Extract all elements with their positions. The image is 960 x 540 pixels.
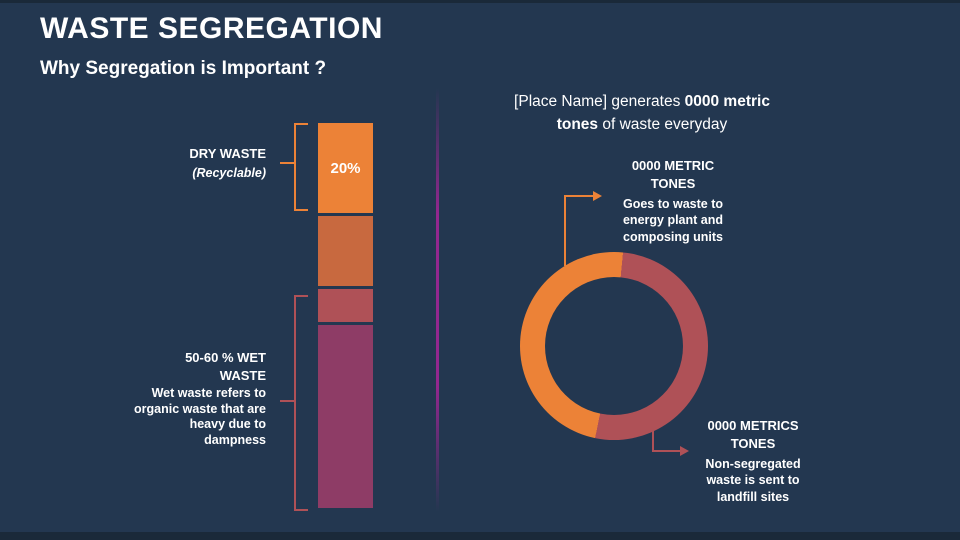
bottom-callout-arrow-line — [652, 431, 654, 452]
heading-bold-2: tones — [556, 116, 599, 134]
wet-waste-bracket — [294, 295, 308, 511]
bar-segment-wet-waste — [318, 324, 373, 508]
top-callout-arrow-line — [564, 195, 594, 197]
callout-bottom-body: Non-segregated waste is sent to landfill… — [705, 457, 801, 504]
heading-regular-2: of waste everyday — [598, 116, 728, 134]
bottom-edge-strip — [0, 532, 960, 540]
dry-waste-subtitle: (Recyclable) — [192, 165, 266, 180]
callout-bottom-title: 0000 METRICS TONES — [707, 418, 799, 451]
heading-regular-1: [Place Name] generates — [514, 93, 685, 110]
top-callout-arrow-line — [564, 196, 566, 266]
dry-waste-bracket — [294, 123, 308, 211]
bottom-callout-arrow-line — [652, 450, 681, 452]
callout-waste-to-energy: 0000 METRIC TONES Goes to waste to energ… — [608, 157, 738, 245]
donut-hole — [545, 277, 683, 415]
wet-waste-title: 50-60 % WET WASTE — [185, 350, 266, 383]
dry-waste-bracket-tick — [280, 162, 294, 164]
bar-segment-dry-waste-recyclable: 20% — [318, 123, 373, 214]
bar-segment-other-waste-1 — [318, 216, 373, 286]
vertical-divider — [436, 88, 439, 512]
callout-top-body: Goes to waste to energy plant and compos… — [622, 197, 724, 244]
bar-segment-other-waste-2 — [318, 288, 373, 322]
bottom-callout-arrow-head-icon — [680, 446, 689, 456]
donut-chart — [520, 252, 708, 440]
top-edge-strip — [0, 0, 960, 3]
wet-waste-bracket-tick — [280, 400, 294, 402]
page-subtitle: Why Segregation is Important ? — [40, 58, 327, 79]
heading-bold-1: 0000 metric — [684, 93, 770, 110]
top-callout-arrow-head-icon — [593, 191, 602, 201]
callout-landfill: 0000 METRICS TONES Non-segregated waste … — [688, 417, 818, 505]
wet-waste-body: Wet waste refers to organic waste that a… — [134, 386, 266, 447]
dry-waste-label: DRY WASTE (Recyclable) — [150, 145, 266, 184]
bar-segment-value-label: 20% — [330, 159, 361, 177]
wet-waste-label: 50-60 % WET WASTE Wet waste refers to or… — [134, 349, 266, 449]
donut-heading: [Place Name] generates 0000 metric tones… — [492, 90, 792, 137]
page-title: WASTE SEGREGATION — [40, 12, 383, 45]
stacked-bar-chart: 20% — [318, 123, 373, 508]
callout-top-title: 0000 METRIC TONES — [631, 158, 715, 191]
dry-waste-title: DRY WASTE — [189, 146, 266, 161]
